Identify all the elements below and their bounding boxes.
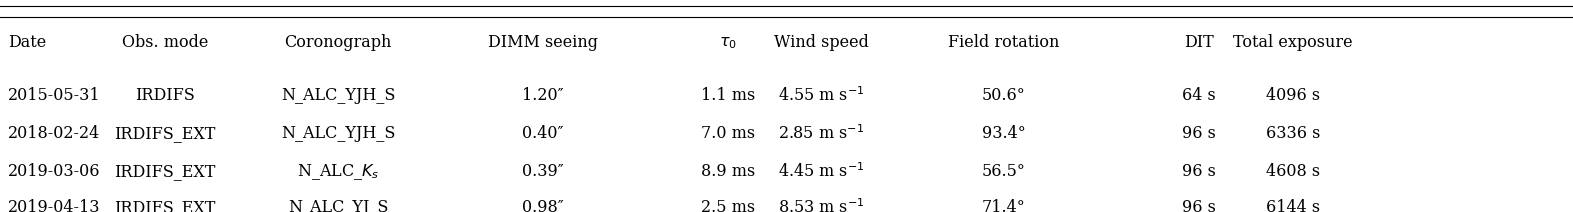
- Text: 64 s: 64 s: [1181, 87, 1216, 104]
- Text: 4.45 m s$^{-1}$: 4.45 m s$^{-1}$: [777, 162, 865, 181]
- Text: DIMM seeing: DIMM seeing: [488, 34, 598, 51]
- Text: 4.55 m s$^{-1}$: 4.55 m s$^{-1}$: [777, 86, 865, 105]
- Text: Date: Date: [8, 34, 46, 51]
- Text: Field rotation: Field rotation: [949, 34, 1059, 51]
- Text: IRDIFS_EXT: IRDIFS_EXT: [115, 199, 216, 212]
- Text: 2019-03-06: 2019-03-06: [8, 163, 101, 180]
- Text: N_ALC_YJH_S: N_ALC_YJH_S: [282, 125, 395, 142]
- Text: 1.20″: 1.20″: [522, 87, 563, 104]
- Text: 4608 s: 4608 s: [1266, 163, 1320, 180]
- Text: 96 s: 96 s: [1181, 125, 1216, 142]
- Text: 8.9 ms: 8.9 ms: [702, 163, 755, 180]
- Text: 4096 s: 4096 s: [1266, 87, 1320, 104]
- Text: Obs. mode: Obs. mode: [123, 34, 208, 51]
- Text: N_ALC_YJH_S: N_ALC_YJH_S: [282, 87, 395, 104]
- Text: 6336 s: 6336 s: [1266, 125, 1320, 142]
- Text: 0.40″: 0.40″: [522, 125, 563, 142]
- Text: 71.4°: 71.4°: [982, 199, 1026, 212]
- Text: $\tau_0$: $\tau_0$: [719, 34, 738, 51]
- Text: 1.1 ms: 1.1 ms: [702, 87, 755, 104]
- Text: Coronograph: Coronograph: [285, 34, 392, 51]
- Text: 6144 s: 6144 s: [1266, 199, 1320, 212]
- Text: N_ALC_YJ_S: N_ALC_YJ_S: [288, 199, 389, 212]
- Text: 2.5 ms: 2.5 ms: [702, 199, 755, 212]
- Text: 7.0 ms: 7.0 ms: [702, 125, 755, 142]
- Text: 2019-04-13: 2019-04-13: [8, 199, 101, 212]
- Text: 50.6°: 50.6°: [982, 87, 1026, 104]
- Text: DIT: DIT: [1184, 34, 1213, 51]
- Text: IRDIFS_EXT: IRDIFS_EXT: [115, 163, 216, 180]
- Text: N_ALC_$K_s$: N_ALC_$K_s$: [297, 162, 379, 182]
- Text: 8.53 m s$^{-1}$: 8.53 m s$^{-1}$: [777, 198, 865, 212]
- Text: 56.5°: 56.5°: [982, 163, 1026, 180]
- Text: 2015-05-31: 2015-05-31: [8, 87, 101, 104]
- Text: 2.85 m s$^{-1}$: 2.85 m s$^{-1}$: [779, 124, 864, 143]
- Text: Wind speed: Wind speed: [774, 34, 868, 51]
- Text: 96 s: 96 s: [1181, 163, 1216, 180]
- Text: IRDIFS_EXT: IRDIFS_EXT: [115, 125, 216, 142]
- Text: 96 s: 96 s: [1181, 199, 1216, 212]
- Text: 0.98″: 0.98″: [522, 199, 563, 212]
- Text: 93.4°: 93.4°: [982, 125, 1026, 142]
- Text: Total exposure: Total exposure: [1233, 34, 1353, 51]
- Text: 2018-02-24: 2018-02-24: [8, 125, 101, 142]
- Text: IRDIFS: IRDIFS: [135, 87, 195, 104]
- Text: 0.39″: 0.39″: [522, 163, 563, 180]
